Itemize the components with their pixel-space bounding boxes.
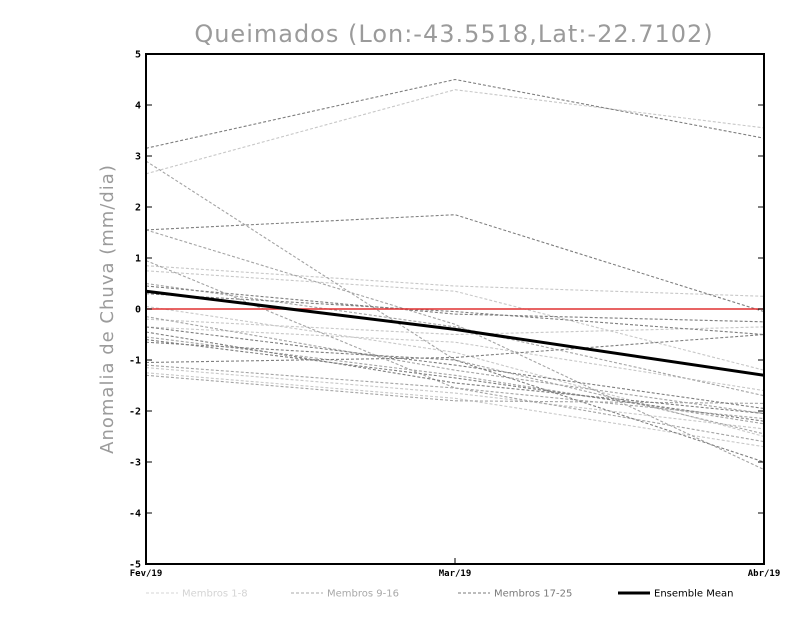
y-tick-label-0: -5 — [129, 560, 141, 571]
series-line-membro-3 — [145, 270, 765, 371]
series-line-membro-15 — [145, 374, 765, 404]
ensemble-mean-group — [145, 289, 765, 377]
y-tick-label-9: 4 — [135, 101, 141, 112]
ensemble-mean-line — [145, 289, 765, 377]
y-tick-label-7: 2 — [135, 203, 141, 214]
y-tick-label-3: -2 — [129, 407, 141, 418]
chart-title: Queimados (Lon:-43.5518,Lat:-22.7102) — [194, 20, 713, 48]
legend: Membros 1-8 Membros 9-16 Membros 17-25 Ense… — [146, 589, 733, 600]
y-tick-label-2: -3 — [129, 458, 141, 469]
y-tick-label-10: 5 — [135, 50, 141, 61]
series-line-membro-21 — [145, 326, 765, 410]
y-tick-label-5: 0 — [135, 305, 141, 316]
series-line-membro-20 — [145, 293, 765, 336]
series-line-membro-5 — [145, 326, 765, 392]
y-tick-label-1: -4 — [129, 509, 141, 520]
legend-label-membros-9-16: Membros 9-16 — [327, 589, 399, 600]
x-axis-ticks: Fev/19 Mar/19 Abr/19 — [130, 558, 781, 579]
y-tick-label-4: -1 — [129, 356, 141, 367]
series-line-membro-6 — [145, 367, 765, 430]
series-line-membro-1 — [145, 89, 765, 175]
y-axis-label: Anomalia de Chuva (mm/dia) — [97, 164, 118, 454]
series-line-membro-24 — [145, 341, 765, 463]
series-line-membro-19 — [145, 285, 765, 323]
y-axis-ticks: -5 -4 -3 -2 -1 0 1 2 3 4 5 — [129, 50, 764, 571]
legend-label-ensemble-mean: Ensemble Mean — [654, 589, 733, 600]
series-line-membro-13 — [145, 336, 765, 425]
series-line-membro-11 — [145, 282, 765, 397]
x-tick-label-mar-19: Mar/19 — [439, 569, 472, 579]
y-tick-label-6: 1 — [135, 254, 141, 265]
x-tick-label-abr-19: Abr/19 — [748, 569, 781, 579]
series-line-membro-23 — [145, 333, 765, 364]
series-line-membro-7 — [145, 372, 765, 448]
series-line-membro-10 — [145, 229, 765, 471]
series-line-membro-17 — [145, 78, 765, 149]
legend-label-membros-17-25: Membros 17-25 — [494, 589, 572, 600]
legend-label-membros-1-8: Membros 1-8 — [182, 589, 248, 600]
series-line-membro-9 — [145, 160, 765, 435]
series-line-membro-22 — [145, 339, 765, 422]
series-line-membro-4 — [145, 318, 765, 336]
series-line-membro-25 — [145, 331, 765, 415]
series-line-membro-12 — [145, 316, 765, 415]
y-tick-label-8: 3 — [135, 152, 141, 163]
series-line-membro-18 — [145, 214, 765, 313]
series-line-membro-2 — [145, 265, 765, 297]
x-tick-label-fev-19: Fev/19 — [130, 569, 163, 579]
